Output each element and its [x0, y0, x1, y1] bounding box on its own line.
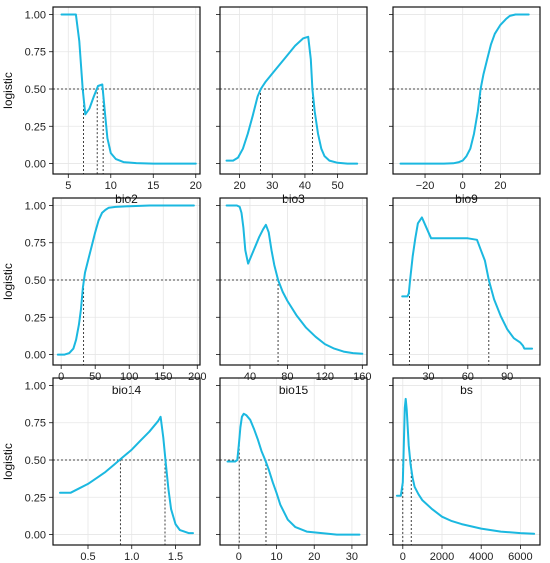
x-tick-label: 10 [105, 180, 117, 192]
plot-frame [52, 377, 201, 546]
x-tick-label: 20 [494, 180, 506, 192]
x-tick-label: 90 [501, 371, 513, 383]
x-tick-label: 80 [281, 371, 293, 383]
x-tick-label: 30 [422, 371, 434, 383]
y-tick-label: 0.00 [25, 159, 46, 171]
x-tick-label: 50 [89, 371, 101, 383]
y-tick-label: 0.50 [25, 84, 46, 96]
y-tick-label: 0.00 [25, 350, 46, 362]
x-tick-label: 15 [147, 180, 159, 192]
x-tick-label: 100 [120, 371, 138, 383]
x-tick-label: 30 [346, 551, 358, 563]
x-tick-label: 60 [462, 371, 474, 383]
x-tick-label: 0 [460, 180, 466, 192]
response-curve [59, 415, 194, 535]
x-tick-label: 2000 [430, 551, 454, 563]
x-tick-label: 40 [299, 180, 311, 192]
x-tick-label: 10 [270, 551, 282, 563]
response-curve [226, 412, 361, 536]
y-tick-label: 0.75 [25, 238, 46, 250]
x-tick-label: 20 [233, 180, 245, 192]
response-curve [225, 35, 359, 165]
subplot-bio15: 40 80 120 160 bio15 [216, 197, 371, 397]
y-axis-label: logistic [1, 443, 15, 480]
x-tick-label: 20 [308, 551, 320, 563]
x-tick-label: 20 [190, 180, 202, 192]
plot-frame [52, 6, 201, 175]
x-tick-label: 0 [58, 371, 64, 383]
subplot-bio3: 20 30 40 50 bio3 [216, 6, 368, 206]
x-tick-label: 6000 [508, 551, 532, 563]
x-tick-label: 1.0 [124, 551, 139, 563]
x-axis-label: bio14 [112, 383, 142, 397]
y-axis-label: logistic [1, 263, 15, 300]
x-tick-label: 5 [65, 180, 71, 192]
y-tick-label: 1.00 [25, 9, 46, 21]
x-tick-label: 160 [353, 371, 371, 383]
response-curve [399, 13, 530, 165]
y-tick-label: 0.50 [25, 275, 46, 287]
plot-frame [219, 6, 368, 175]
subplot-bio2: 5 10 15 20 0.00 0.25 0.50 0.75 1.00 bio2 logistic [1, 6, 202, 206]
y-tick-label: 0.75 [25, 47, 46, 59]
plot-frame [219, 197, 368, 366]
x-axis-label: bio2 [115, 192, 138, 206]
y-tick-label: 1.00 [25, 380, 46, 392]
response-curve [401, 216, 534, 350]
x-tick-label: 200 [188, 371, 206, 383]
x-tick-label: 40 [244, 371, 256, 383]
x-tick-label: 4000 [469, 551, 493, 563]
plot-frame [392, 377, 541, 546]
x-tick-label: 0 [236, 551, 242, 563]
subplot-dem: 0200040006000dem [389, 377, 541, 563]
response-curve [395, 397, 536, 535]
response-curve [60, 13, 197, 165]
x-tick-label: 30 [266, 180, 278, 192]
x-tick-label: 0 [400, 551, 406, 563]
subplot-bio14: 0 50 100 150 200 0.00 0.25 0.50 0.75 1.00 bio14 log… [1, 197, 206, 397]
y-tick-label: 0.50 [25, 455, 46, 467]
y-tick-label: 0.25 [25, 121, 46, 133]
plot-frame [392, 197, 541, 366]
x-axis-label: bio9 [455, 192, 478, 206]
plot-frame [219, 377, 368, 546]
x-tick-label: 1.5 [168, 551, 183, 563]
plot-frame [392, 6, 541, 175]
y-tick-label: 1.00 [25, 200, 46, 212]
y-tick-label: 0.25 [25, 492, 46, 504]
y-tick-label: 0.25 [25, 312, 46, 324]
subplot-bulk-density: 0.51.01.50.000.250.500.751.00bulk_densit… [1, 377, 201, 563]
y-axis-label: logistic [1, 72, 15, 109]
x-axis-label: bio3 [282, 192, 305, 206]
x-tick-label: 0.5 [80, 551, 95, 563]
x-tick-label: 150 [154, 371, 172, 383]
x-axis-label: bio15 [279, 383, 309, 397]
x-axis-label: bs [460, 383, 473, 397]
x-tick-label: −20 [416, 180, 435, 192]
response-curve [56, 204, 195, 356]
x-tick-label: 50 [331, 180, 343, 192]
y-tick-label: 0.00 [25, 530, 46, 542]
plot-frame [52, 197, 201, 366]
subplot-caco3: 0102030caco3 [216, 377, 368, 563]
response-curve [225, 204, 364, 355]
subplot-bs: 30 60 90 bs [389, 197, 541, 397]
y-tick-label: 0.75 [25, 418, 46, 430]
subplot-bio9: −20 0 20 bio9 [389, 6, 541, 206]
x-tick-label: 120 [316, 371, 334, 383]
